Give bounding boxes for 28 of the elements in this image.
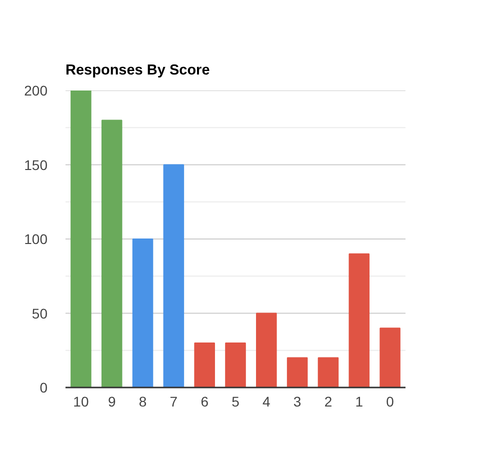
- bar: [286, 357, 308, 388]
- x-tick-label: 7: [170, 394, 178, 410]
- y-tick-label: 150: [24, 156, 48, 173]
- y-tick-label: 200: [24, 82, 48, 98]
- x-tick-label: 9: [108, 394, 116, 410]
- chart-title: Responses By Score: [66, 62, 210, 78]
- x-tick-label: 3: [293, 394, 302, 410]
- bar: [348, 253, 370, 388]
- bar: [380, 328, 400, 388]
- x-tick-label: 8: [138, 394, 147, 410]
- y-tick-label: 100: [24, 231, 48, 247]
- x-tick-label: 6: [200, 394, 209, 410]
- bar: [318, 357, 339, 388]
- x-tick-label: 5: [232, 394, 240, 410]
- bar: [101, 120, 122, 388]
- y-tick-label: 50: [32, 305, 48, 322]
- x-tick-label: 10: [73, 394, 89, 410]
- bar: [163, 164, 184, 388]
- bar: [70, 90, 92, 388]
- x-tick-label: 1: [355, 394, 364, 410]
- bar: [225, 342, 246, 388]
- x-tick-label: 2: [324, 394, 332, 410]
- bar: [132, 238, 154, 388]
- x-tick-label: 4: [262, 394, 271, 410]
- bar: [256, 312, 277, 388]
- bar: [194, 342, 215, 388]
- x-tick-label: 0: [386, 394, 394, 410]
- y-tick-label: 0: [40, 380, 48, 396]
